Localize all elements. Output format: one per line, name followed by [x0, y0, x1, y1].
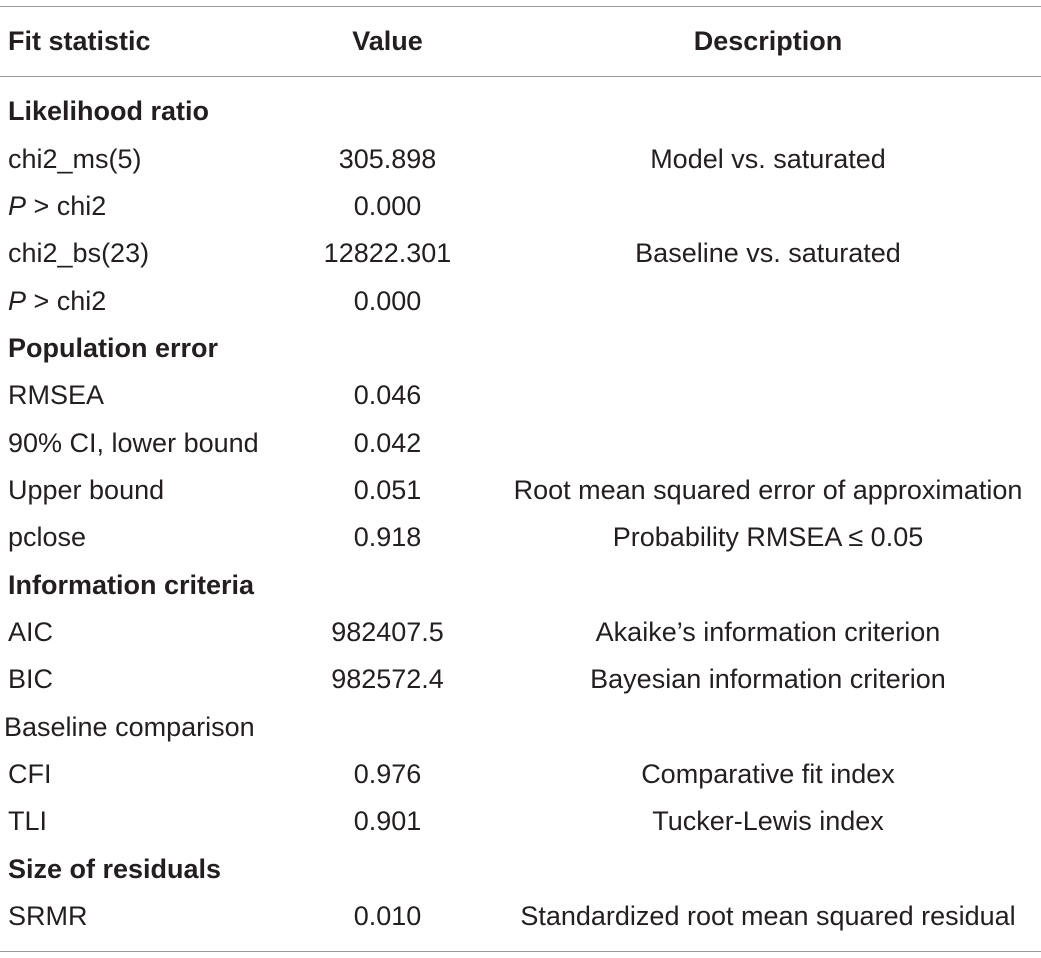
stat-label: chi2_ms(5)	[8, 144, 142, 174]
stat-value: 0.051	[353, 475, 422, 505]
stat-label: pclose	[8, 522, 87, 552]
stat-description: Comparative fit index	[641, 759, 895, 789]
table-row: RMSEA 0.046	[0, 372, 1041, 419]
stat-description: Model vs. saturated	[650, 144, 886, 174]
stat-label: Upper bound	[8, 475, 165, 505]
table-row: chi2_ms(5) 305.898 Model vs. saturated	[0, 136, 1041, 183]
table-row: pclose 0.918 Probability RMSEA ≤ 0.05	[0, 514, 1041, 561]
stat-value: 0.901	[353, 806, 422, 836]
table-row: AIC 982407.5 Akaike’s information criter…	[0, 609, 1041, 656]
section-label: Baseline comparison	[4, 712, 255, 742]
top-rule	[0, 6, 1041, 7]
stat-description: Standardized root mean squared residual	[520, 901, 1016, 931]
section-label: Information criteria	[8, 570, 255, 600]
stat-description	[495, 372, 1041, 419]
stat-label: RMSEA	[8, 380, 105, 410]
stat-description	[495, 183, 1041, 230]
stat-label: BIC	[8, 664, 54, 694]
table-row: chi2_bs(23) 12822.301 Baseline vs. satur…	[0, 230, 1041, 277]
table-row: Upper bound 0.051 Root mean squared erro…	[0, 467, 1041, 514]
stat-label: AIC	[8, 617, 54, 647]
section-information-criteria: Information criteria	[0, 562, 1041, 609]
section-likelihood-ratio: Likelihood ratio	[0, 88, 1041, 135]
header-value: Value	[352, 26, 423, 56]
table-row: 90% CI, lower bound 0.042	[0, 420, 1041, 467]
table-row: SRMR 0.010 Standardized root mean square…	[0, 893, 1041, 940]
stat-label-rest: > chi2	[26, 191, 107, 221]
table-row: P > chi2 0.000	[0, 183, 1041, 230]
table-header: Fit statistic Value Description	[0, 6, 1041, 56]
stat-description: Root mean squared error of approximation	[513, 475, 1023, 505]
section-size-of-residuals: Size of residuals	[0, 846, 1041, 893]
stat-value: 0.000	[353, 191, 422, 221]
stat-label: P > chi2	[8, 278, 106, 325]
stat-label: SRMR	[8, 901, 88, 931]
stat-description: Probability RMSEA ≤ 0.05	[612, 522, 924, 552]
stat-value: 0.976	[353, 759, 422, 789]
stat-description: Baseline vs. saturated	[635, 238, 901, 268]
bottom-rule	[0, 951, 1041, 952]
section-label: Population error	[8, 333, 219, 363]
stat-label: P > chi2	[8, 183, 106, 230]
stat-label-rest: > chi2	[26, 286, 107, 316]
stat-value: 0.042	[353, 428, 422, 458]
section-baseline-comparison: Baseline comparison	[0, 704, 1041, 751]
table-row: BIC 982572.4 Bayesian information criter…	[0, 656, 1041, 703]
stat-label-italic: P	[8, 286, 27, 316]
table-row: CFI 0.976 Comparative fit index	[0, 751, 1041, 798]
stat-value: 0.046	[353, 380, 422, 410]
stat-value: 982572.4	[331, 664, 444, 694]
header-rule	[0, 76, 1041, 77]
stat-label: chi2_bs(23)	[8, 238, 150, 268]
stat-value: 0.010	[353, 901, 422, 931]
stat-value: 305.898	[338, 144, 437, 174]
stat-value: 12822.301	[323, 238, 452, 268]
stat-description: Bayesian information criterion	[590, 664, 946, 694]
table-row: P > chi2 0.000	[0, 278, 1041, 325]
section-label: Size of residuals	[8, 854, 222, 884]
table-row: TLI 0.901 Tucker-Lewis index	[0, 798, 1041, 845]
stat-label-italic: P	[8, 191, 27, 221]
stat-description	[495, 278, 1041, 325]
section-population-error: Population error	[0, 325, 1041, 372]
header-fit-statistic: Fit statistic	[8, 26, 151, 56]
stat-label: TLI	[8, 806, 48, 836]
stat-description	[495, 420, 1041, 467]
stat-value: 0.918	[353, 522, 422, 552]
stat-description: Tucker-Lewis index	[652, 806, 884, 836]
section-label: Likelihood ratio	[8, 96, 210, 126]
stat-value: 982407.5	[331, 617, 444, 647]
stat-label: 90% CI, lower bound	[8, 428, 259, 458]
stat-label: CFI	[8, 759, 52, 789]
header-description: Description	[693, 26, 843, 56]
stat-value: 0.000	[353, 286, 422, 316]
stat-description: Akaike’s information criterion	[595, 617, 941, 647]
